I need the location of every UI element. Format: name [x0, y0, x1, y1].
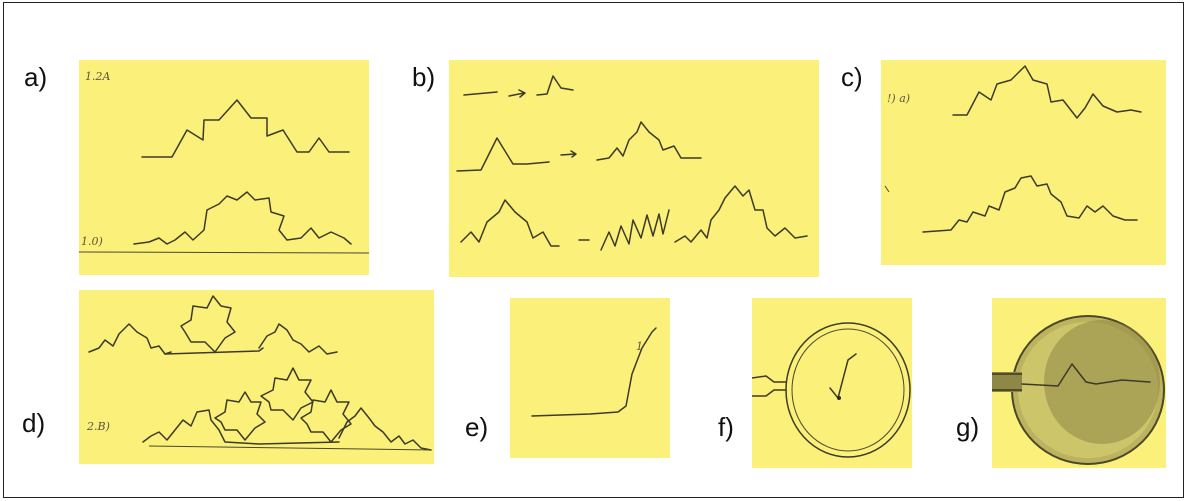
koch-generator-sketch — [531, 327, 657, 417]
panel-e-photo: 1 — [510, 298, 670, 458]
panel-c-photo: !) a) — [881, 60, 1166, 265]
circular-device-sketch — [752, 322, 911, 458]
panel-label-g: g) — [956, 412, 980, 442]
handwritten-note: !) a) — [887, 92, 911, 105]
panel-label-b: b) — [412, 62, 436, 92]
handwritten-note: 2.B) — [87, 420, 110, 433]
panel-f-photo — [752, 298, 912, 468]
circular-device-photo — [992, 315, 1165, 465]
koch-star-drawing — [88, 295, 432, 451]
panel-a-photo: 1.2A 1.0) — [79, 60, 369, 275]
handwritten-note: 1.2A — [85, 70, 111, 83]
panel-g-photo — [992, 298, 1166, 468]
koch-curve-drawing — [79, 99, 369, 254]
koch-iteration-sketches — [456, 75, 808, 251]
handwritten-note: 1 — [636, 340, 643, 353]
panel-label-c: c) — [841, 62, 863, 92]
panel-label-e: e) — [465, 412, 489, 442]
panel-label-d: d) — [22, 408, 46, 438]
panel-b-photo — [449, 60, 819, 277]
koch-curve-drawing — [884, 65, 1142, 233]
panel-d-photo: 2.B) — [79, 290, 434, 464]
handwritten-note: 1.0) — [81, 235, 103, 248]
panel-label-f: f) — [718, 412, 734, 442]
panel-label-a: a) — [24, 62, 48, 92]
